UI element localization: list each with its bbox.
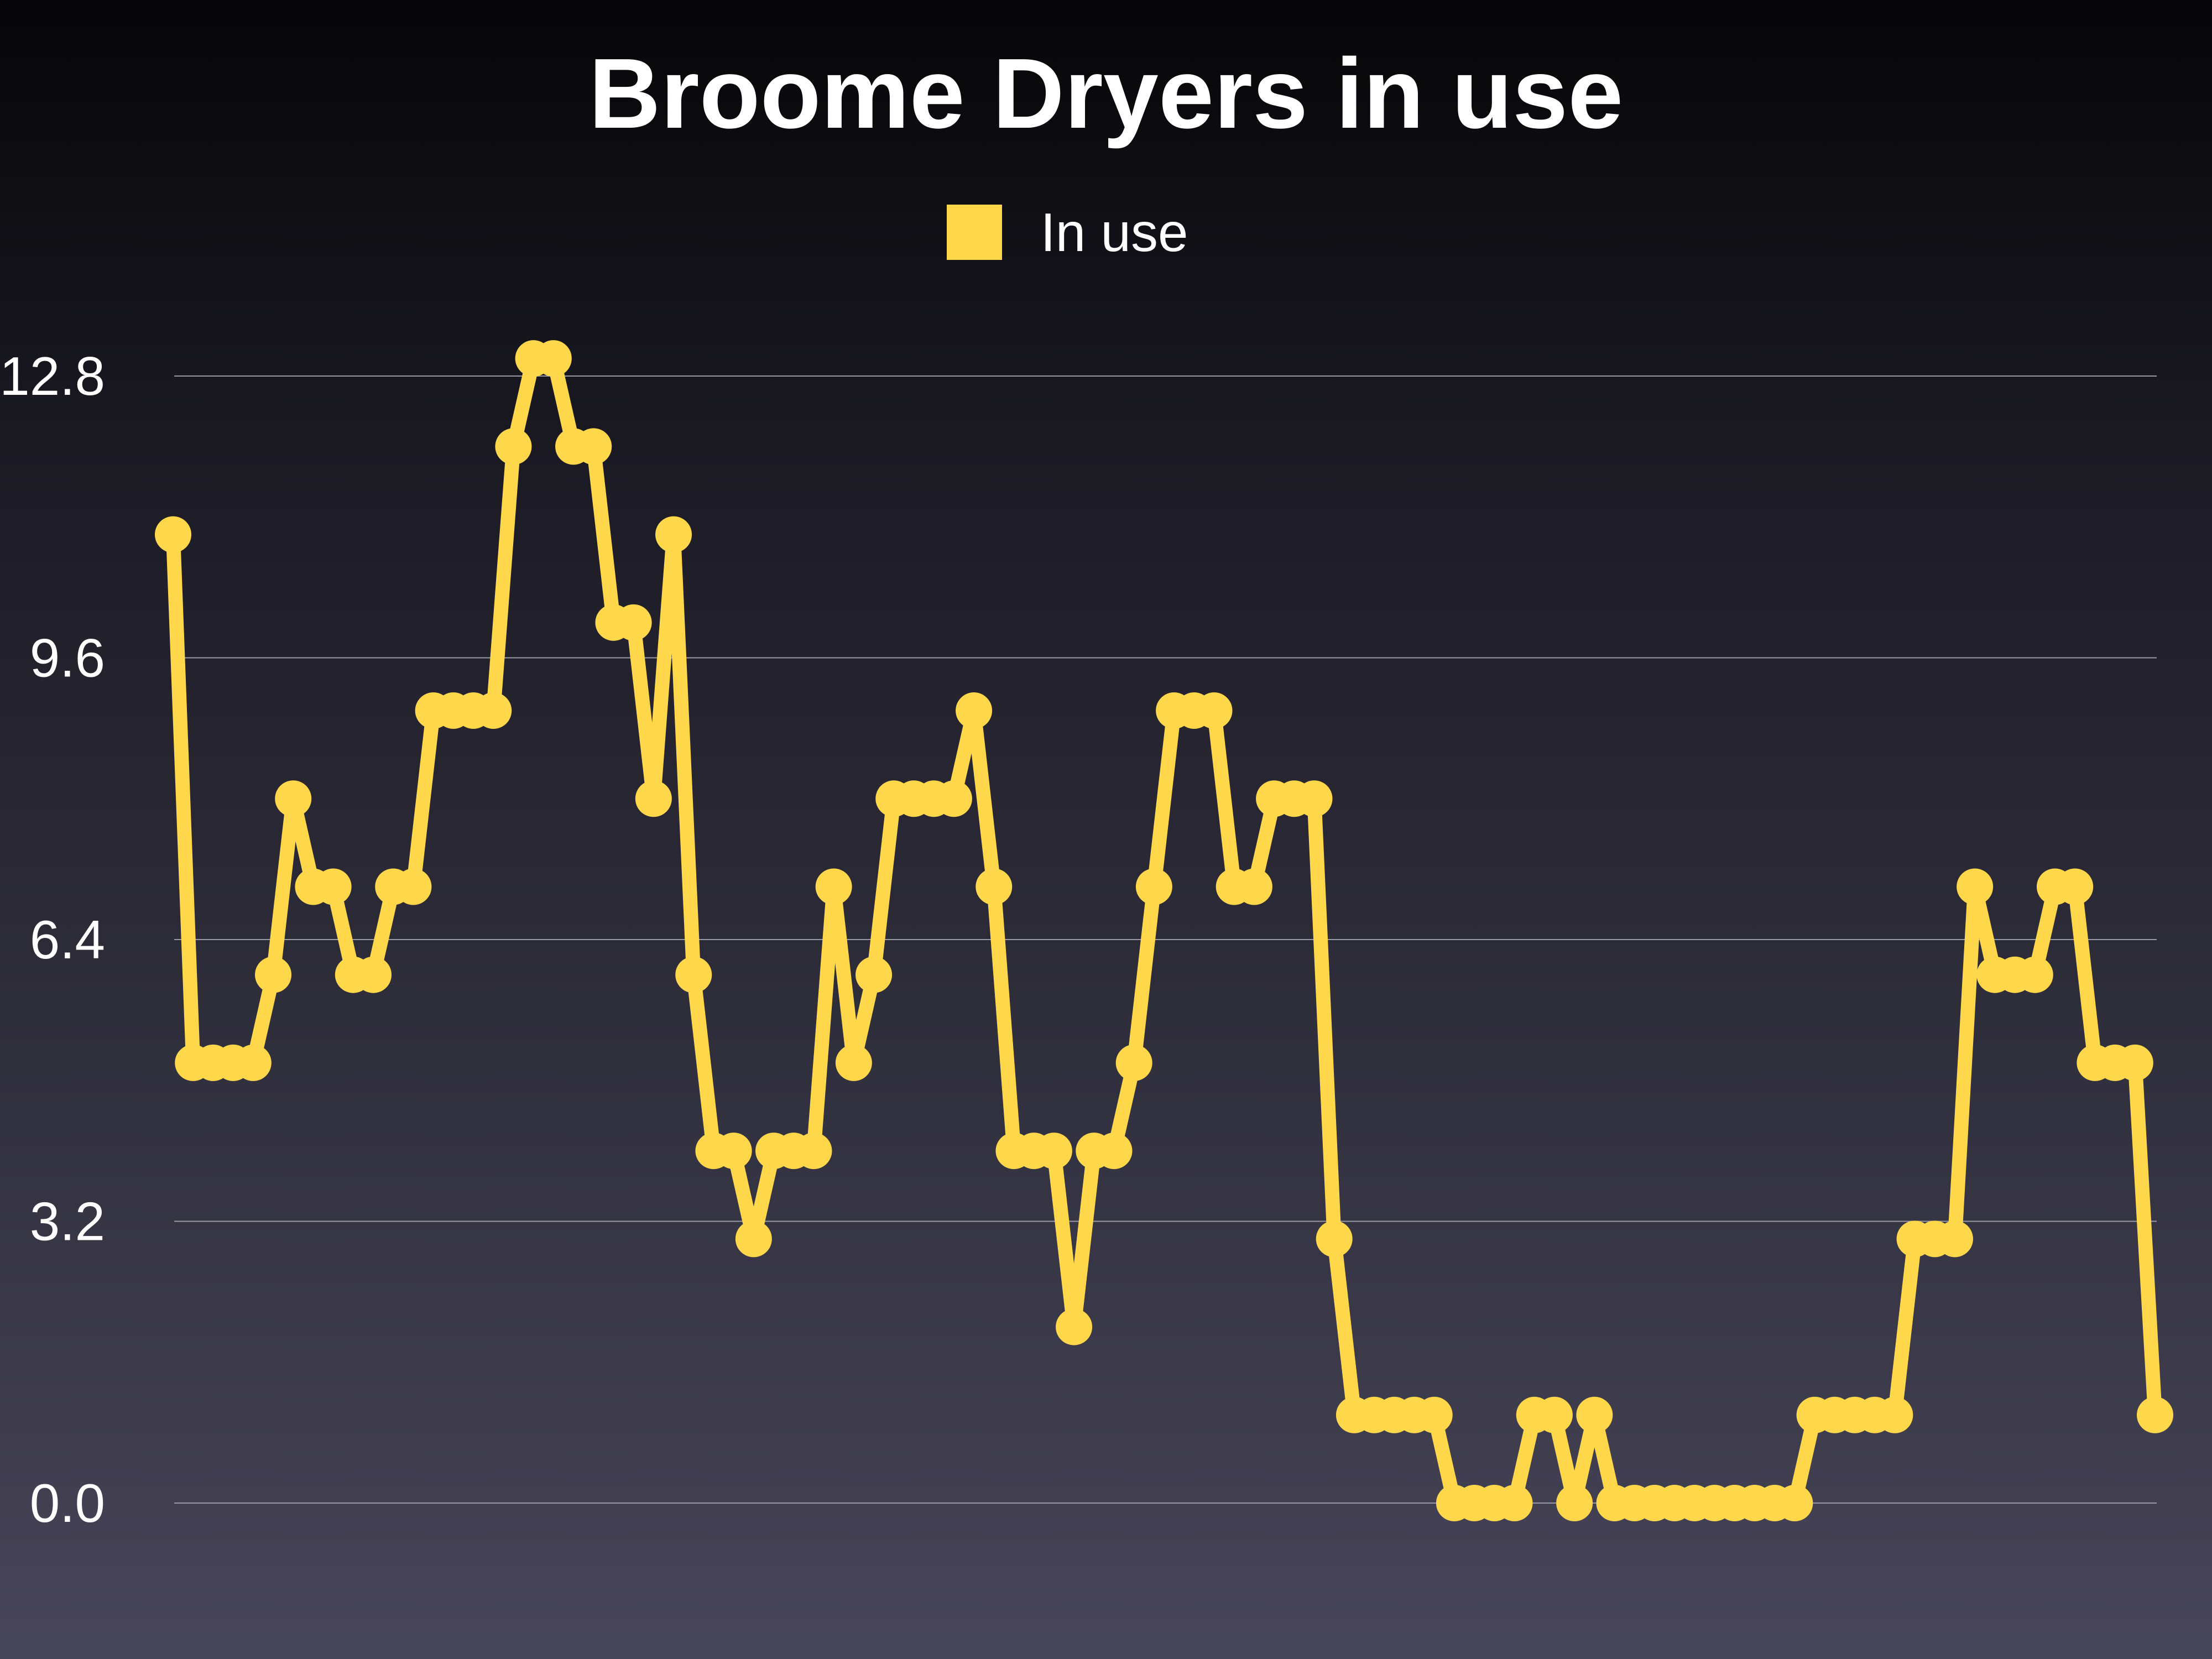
data-point — [1056, 1308, 1093, 1345]
data-point — [1776, 1485, 1813, 1521]
data-point — [615, 604, 652, 641]
data-point — [1095, 1133, 1133, 1170]
data-point — [956, 692, 993, 729]
data-point — [2016, 956, 2053, 993]
data-point — [1496, 1485, 1533, 1521]
y-tick-label: 6.4 — [30, 909, 105, 970]
data-point — [1536, 1396, 1573, 1433]
data-point — [675, 956, 712, 993]
data-point — [635, 780, 672, 817]
data-point — [1876, 1396, 1913, 1433]
legend-swatch — [946, 205, 1002, 260]
data-point — [495, 428, 532, 465]
data-point — [1576, 1396, 1613, 1433]
y-tick-label: 12.8 — [0, 346, 105, 406]
data-point — [1957, 868, 1994, 905]
data-point — [1135, 868, 1172, 905]
data-point — [155, 516, 191, 553]
legend-label: In use — [1040, 201, 1188, 263]
data-point — [1035, 1133, 1072, 1170]
y-tick-label: 3.2 — [30, 1191, 105, 1252]
data-point — [1316, 1220, 1353, 1258]
data-point — [275, 780, 312, 817]
series-line — [166, 351, 2162, 1510]
data-point — [475, 692, 512, 729]
data-point — [735, 1220, 772, 1258]
data-point — [2116, 1044, 2153, 1081]
data-point — [815, 868, 852, 905]
chart-title: Broome Dryers in use — [588, 38, 1624, 149]
data-point — [234, 1044, 272, 1081]
data-point — [1115, 1044, 1152, 1081]
data-point — [395, 868, 432, 905]
data-point — [1936, 1220, 1973, 1258]
y-tick-label: 9.6 — [30, 628, 105, 688]
data-point — [795, 1133, 832, 1170]
legend: In use — [0, 194, 2212, 271]
data-point — [975, 868, 1013, 905]
data-point — [355, 956, 392, 993]
data-point — [2137, 1396, 2173, 1433]
data-point — [2057, 868, 2094, 905]
data-point — [255, 956, 292, 993]
data-point — [655, 516, 692, 553]
data-point — [835, 1044, 872, 1081]
data-point — [1416, 1396, 1453, 1433]
data-point — [1196, 692, 1233, 729]
data-point — [1296, 780, 1333, 817]
data-point — [855, 956, 893, 993]
data-point — [935, 780, 972, 817]
data-point — [575, 428, 612, 465]
data-point — [1235, 868, 1272, 905]
y-tick-label: 0.0 — [30, 1473, 105, 1533]
data-point — [535, 340, 572, 377]
data-point — [1556, 1485, 1593, 1521]
data-point — [715, 1133, 752, 1170]
data-point — [315, 868, 352, 905]
